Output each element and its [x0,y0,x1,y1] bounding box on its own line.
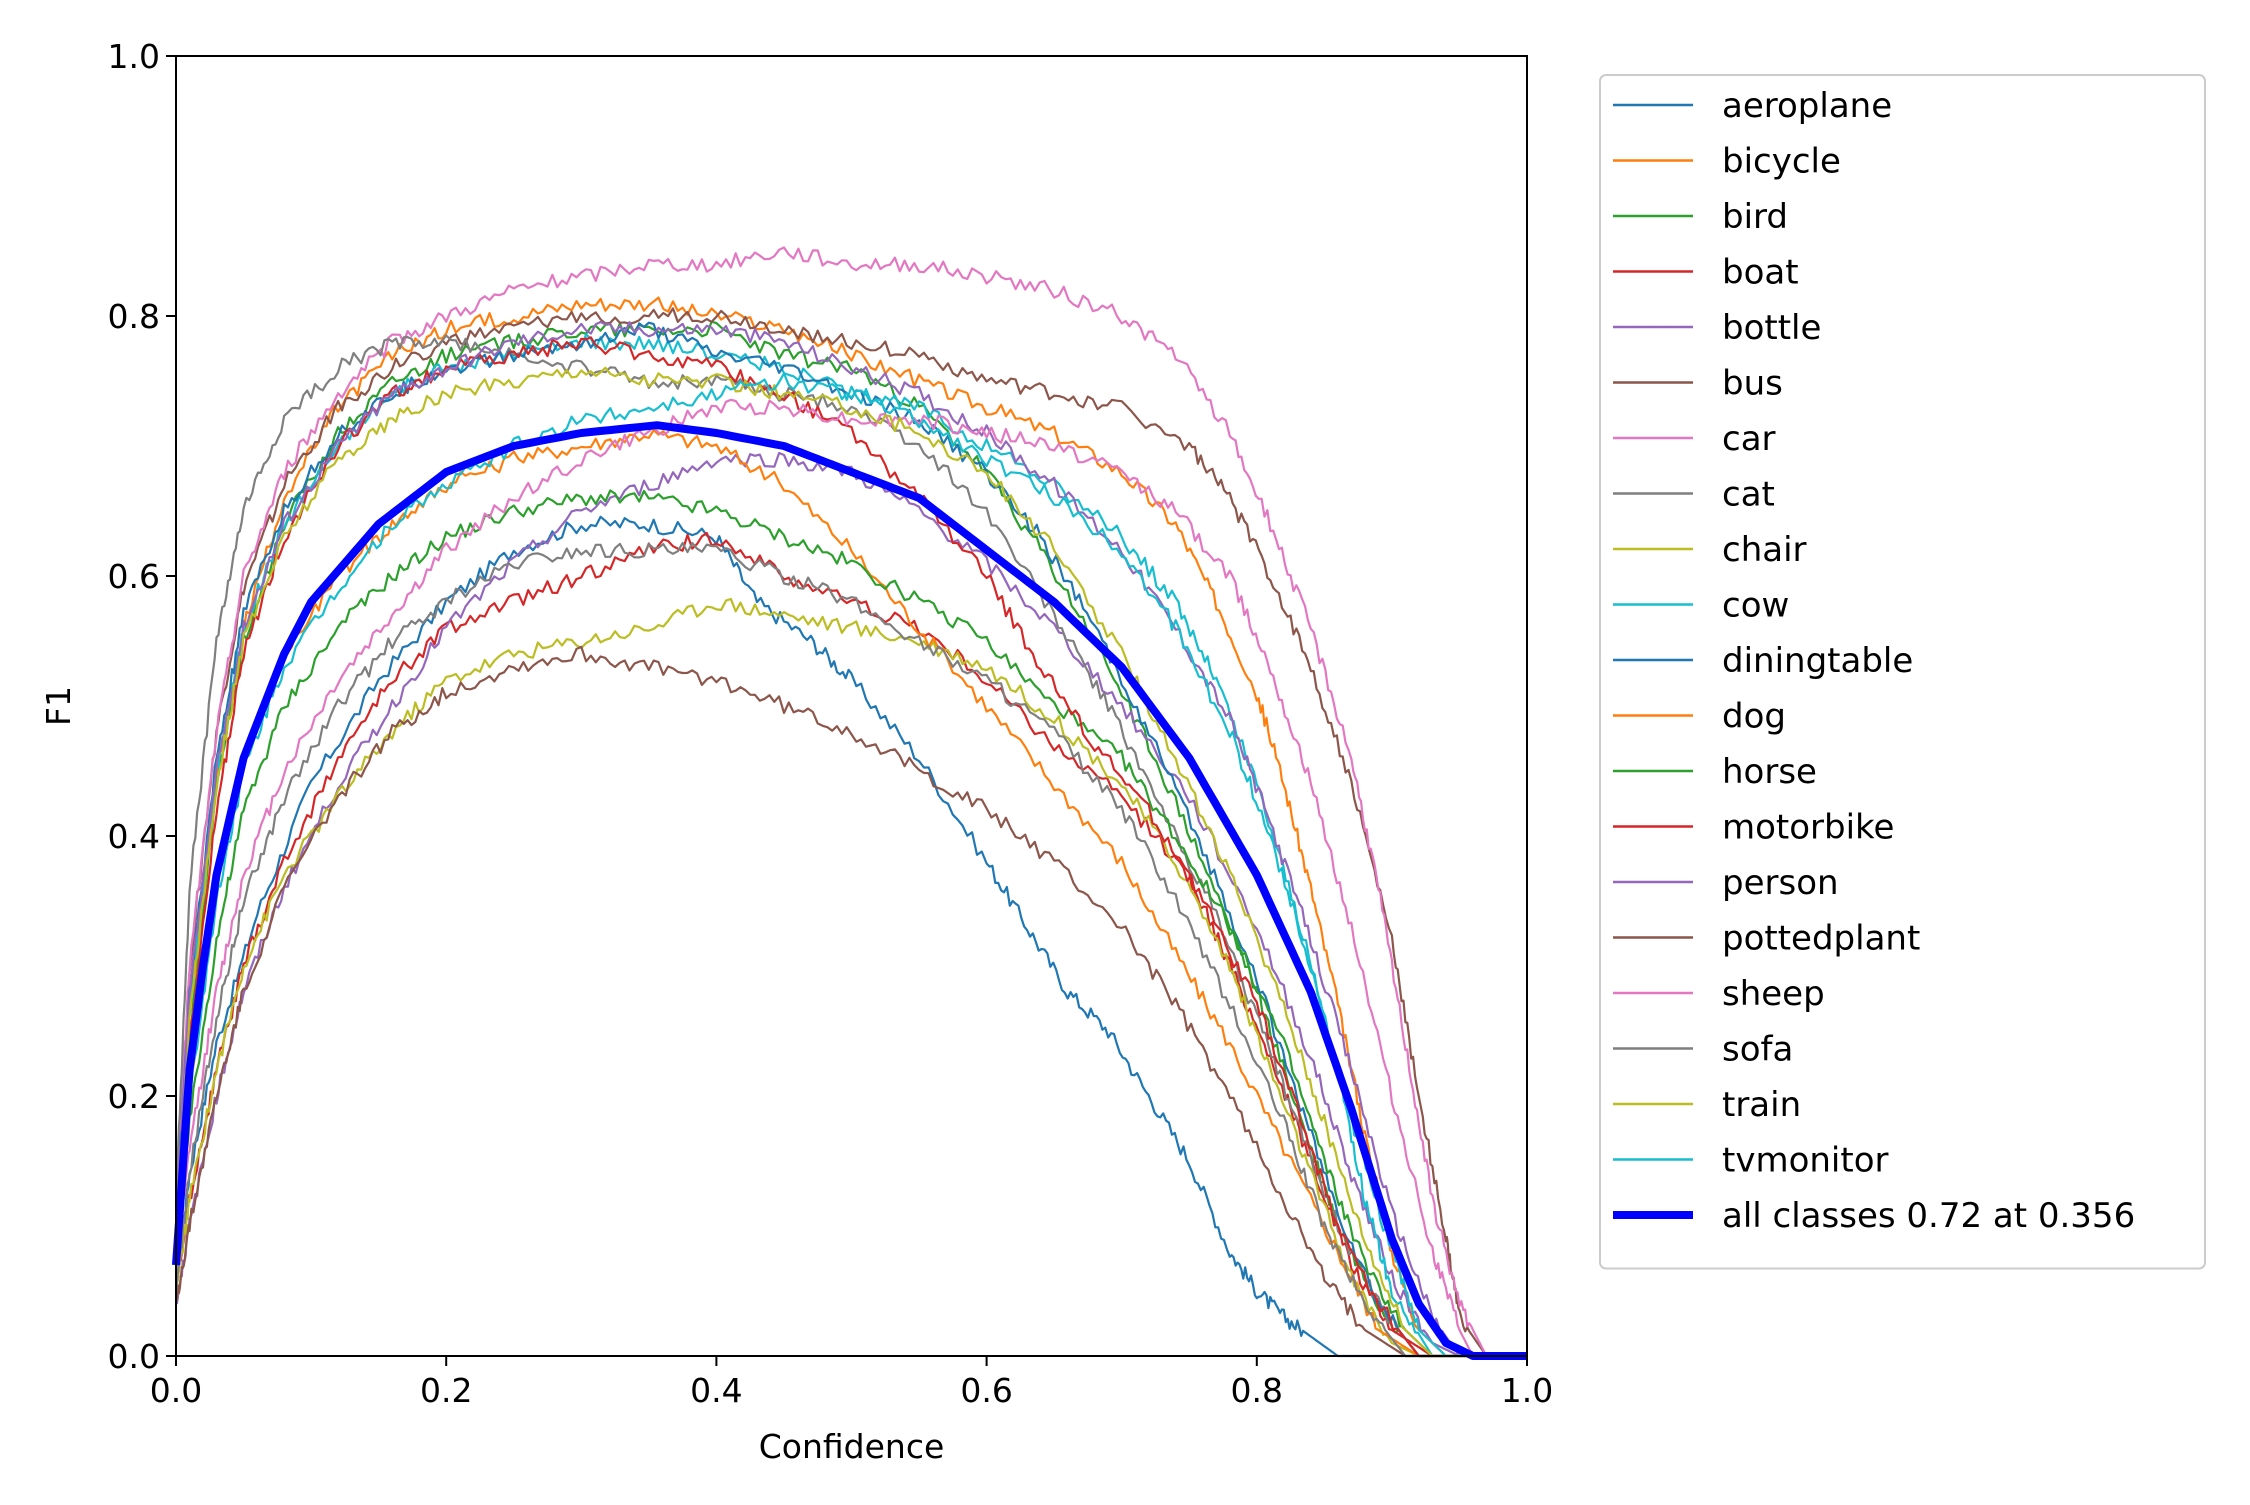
legend-label: aeroplane [1722,86,1892,126]
series-line-train [174,366,1527,1358]
legend-label: bicycle [1722,142,1841,182]
legend-label: dog [1722,697,1786,737]
legend-items: aeroplane bicycle bird boat bottle bus car cat c… [1613,86,2135,1236]
legend-label: person [1722,863,1839,903]
legend-item: boat [1613,253,1799,293]
x-tick-label: 1.0 [1501,1371,1553,1410]
legend-label: chair [1722,530,1807,570]
legend-label: sofa [1722,1030,1793,1070]
legend-label: sheep [1722,974,1825,1014]
legend-item: bicycle [1613,142,1841,182]
series-line-bicycle [174,296,1527,1358]
series-line-diningtable [174,321,1527,1358]
legend-label: pottedplant [1722,919,1920,959]
legend-item: sheep [1613,974,1825,1014]
legend-item: horse [1613,752,1817,792]
x-axis-label: Confidence [759,1427,945,1466]
y-tick-label: 0.2 [108,1077,160,1116]
series-line-boat [174,531,1527,1358]
legend-item: pottedplant [1613,919,1920,959]
legend-item: diningtable [1613,641,1913,681]
y-tick-label: 0.6 [108,557,160,596]
series-line-bus [174,307,1527,1358]
legend-label: bird [1722,197,1788,237]
legend-item: motorbike [1613,808,1894,848]
series-line-horse [174,489,1527,1358]
legend-item: bus [1613,364,1783,404]
legend-label: train [1722,1085,1801,1125]
legend-item: bird [1613,197,1788,237]
series-line-motorbike [174,336,1527,1358]
series-line-person [174,320,1527,1358]
legend-label: diningtable [1722,641,1913,681]
series-line-chair [175,597,1527,1358]
legend-item: chair [1613,530,1807,570]
y-axis-label: F1 [39,686,78,726]
y-tick-label: 1.0 [108,37,160,76]
x-tick-label: 0.2 [420,1371,472,1410]
x-tick-label: 0.6 [960,1371,1012,1410]
legend-item: bottle [1613,308,1821,348]
series-line-pottedplant [175,645,1527,1358]
legend-item: car [1613,419,1776,459]
legend-item: dog [1613,697,1786,737]
legend-item: person [1613,863,1839,903]
legend-frame [1599,74,2206,1270]
legend-label: car [1722,419,1776,459]
tick-layer: 0.0 0.2 0.4 0.6 0.8 1.0 0.0 0.2 0.4 0.6 0.8 1.0 [108,37,1554,1410]
series-line-sofa [174,541,1527,1358]
series-line-tvmonitor [174,372,1527,1358]
legend-label: cow [1722,586,1789,626]
legend-item: cow [1613,586,1789,626]
legend-label: motorbike [1722,808,1894,848]
legend-item: train [1613,1085,1801,1125]
legend-label: cat [1722,475,1775,515]
legend: aeroplane bicycle bird boat bottle bus car cat c… [1599,74,2206,1270]
y-tick-label: 0.0 [108,1337,160,1376]
legend-label: horse [1722,752,1817,792]
series-line-car [174,246,1527,1358]
legend-label: bottle [1722,308,1821,348]
legend-item: sofa [1613,1030,1793,1070]
legend-label: tvmonitor [1722,1141,1889,1181]
legend-item: aeroplane [1613,86,1892,126]
y-tick-label: 0.4 [108,817,160,856]
x-tick-label: 0.4 [690,1371,742,1410]
legend-label: boat [1722,253,1799,293]
legend-item: all classes 0.72 at 0.356 [1613,1196,2135,1236]
legend-label: bus [1722,364,1783,404]
series-line-all-classes-0-72-at-0-356 [172,421,1527,1360]
legend-item: cat [1613,475,1775,515]
series-layer [172,246,1527,1360]
x-tick-label: 0.8 [1231,1371,1283,1410]
plot-frame [175,55,1528,1357]
series-line-sheep [175,398,1527,1358]
legend-label: all classes 0.72 at 0.356 [1722,1196,2135,1236]
legend-item: tvmonitor [1613,1141,1889,1181]
series-line-aeroplane [174,515,1527,1358]
x-tick-label: 0.0 [150,1371,202,1410]
y-tick-label: 0.8 [108,297,160,336]
